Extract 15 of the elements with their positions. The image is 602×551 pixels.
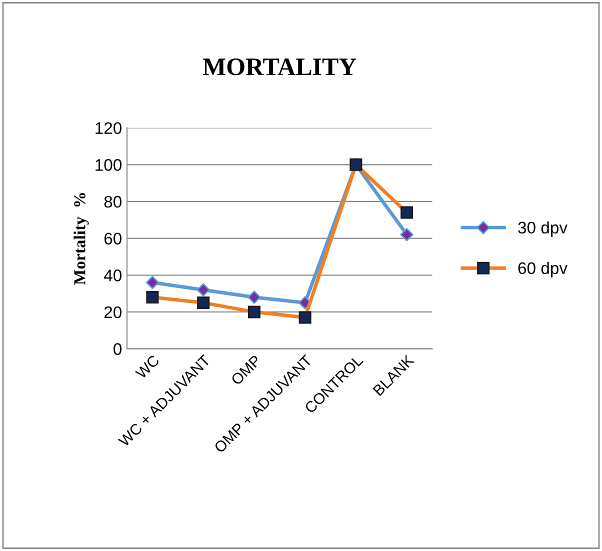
point bbox=[146, 276, 160, 290]
y-axis-title: Mortality % bbox=[74, 193, 89, 285]
y-tick-label: 20 bbox=[104, 306, 122, 318]
legend-label: 60 dpv bbox=[518, 262, 568, 278]
y-tick-label: 80 bbox=[104, 196, 122, 208]
point bbox=[248, 290, 261, 304]
y-tick-label: 60 bbox=[104, 232, 122, 245]
y-tick-label: 40 bbox=[104, 270, 122, 282]
chart-title: MORTALITY bbox=[202, 58, 356, 76]
legend-label: 30 dpv bbox=[518, 221, 568, 237]
point bbox=[400, 228, 414, 242]
y-tick-label: 100 bbox=[96, 159, 122, 171]
point bbox=[196, 283, 210, 296]
y-tick-label: 0 bbox=[114, 343, 122, 355]
y-tick-label: 120 bbox=[96, 122, 122, 134]
